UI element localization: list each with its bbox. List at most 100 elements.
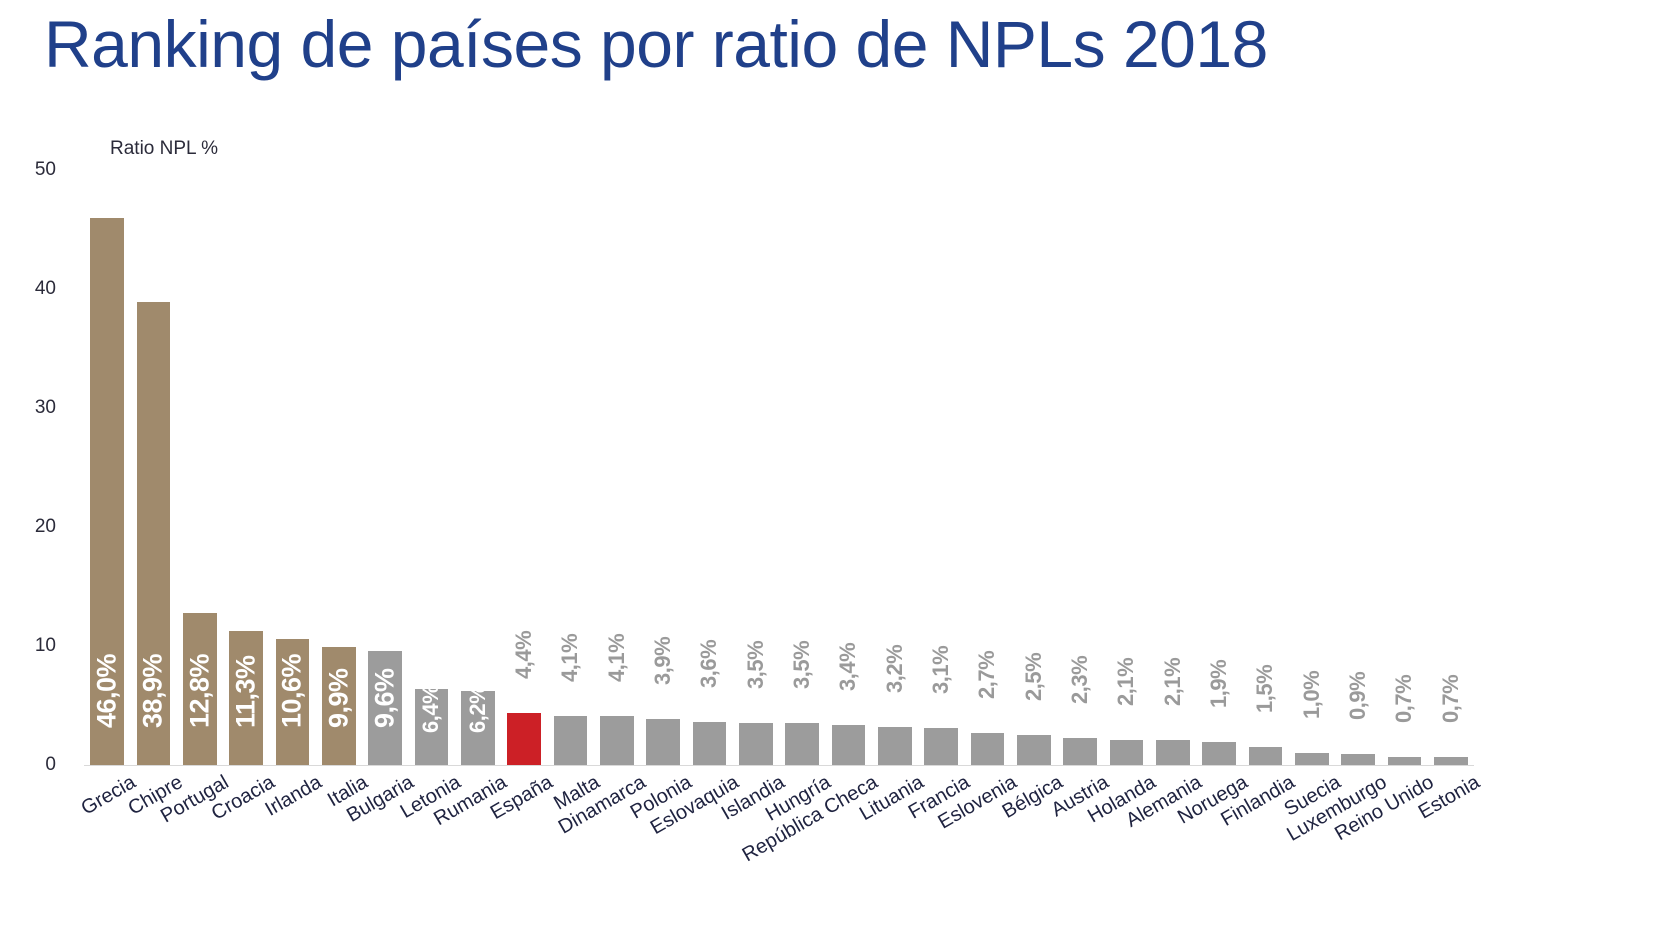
bar-espa-a[interactable] [507, 712, 541, 765]
y-axis-tick-10: 10 [34, 635, 56, 656]
bar-slot: 4,1% [600, 170, 634, 765]
bar-suecia[interactable] [1295, 753, 1329, 765]
bar-slot: 10,6% [275, 170, 310, 765]
bar-slot: 3,5% [739, 170, 773, 765]
bar-slot: 3,6% [692, 170, 727, 765]
bar-value-label: 3,9% [650, 636, 676, 685]
bar-slot: 3,2% [878, 170, 912, 765]
bar-slot: 1,0% [1295, 170, 1329, 765]
bar-francia[interactable] [924, 728, 958, 765]
bar-portugal[interactable] [183, 612, 217, 765]
bar-slot: 0,7% [1387, 170, 1422, 765]
bar-value-label: 2,1% [1159, 657, 1185, 707]
bar-slot: 0,7% [1434, 170, 1468, 765]
bar-slot: 3,1% [924, 170, 958, 765]
bar-slot: 4,4% [507, 170, 541, 765]
bar-irlanda[interactable] [275, 638, 310, 765]
bar-value-label: 0,9% [1345, 672, 1371, 721]
bar-value-label: 3,5% [742, 641, 768, 690]
bar-noruega[interactable] [1202, 742, 1236, 765]
bar-value-label: 3,2% [881, 644, 907, 693]
bar-slot: 0,9% [1341, 170, 1375, 765]
bar-value-label: 4,1% [603, 634, 629, 683]
bar-islandia[interactable] [739, 723, 773, 765]
bar-slot: 9,6% [368, 170, 402, 765]
bar-value-label: 6,2% [464, 684, 490, 733]
bar-hungr-a[interactable] [785, 723, 819, 765]
y-axis-tick-40: 40 [34, 278, 56, 299]
bar-slot: 2,5% [1017, 170, 1051, 765]
bar-malta[interactable] [553, 716, 588, 765]
bar-italia[interactable] [322, 647, 356, 765]
bar-slot: 3,4% [831, 170, 866, 765]
bar-value-label: 1,9% [1206, 660, 1232, 709]
bar-slot: 3,5% [785, 170, 819, 765]
bar-value-label: 2,1% [1113, 657, 1139, 707]
bar-value-label: 1,5% [1252, 665, 1278, 714]
bar-austria[interactable] [1063, 737, 1097, 765]
bar-slot: 46,0% [90, 170, 124, 765]
bar-slot: 2,1% [1109, 170, 1144, 765]
bar-reino-unido[interactable] [1387, 756, 1422, 765]
bar-slot: 6,2% [461, 170, 495, 765]
bar-eslovenia[interactable] [970, 732, 1005, 765]
chart-plot-area: Ratio NPL % 50 40 30 20 10 0 46,0% 38,9% 12,8% 1… [0, 130, 1665, 866]
bar-value-label: 0,7% [1391, 674, 1417, 723]
bar-value-label: 11,3% [230, 655, 261, 728]
bar-value-label: 3,6% [696, 640, 722, 689]
bar-dinamarca[interactable] [600, 716, 634, 765]
x-axis-category-labels: Grecia Chipre Portugal Croacia Irlanda Italia… [78, 771, 1484, 922]
bar-value-label: 12,8% [184, 653, 215, 728]
bar-rep-blica-checa[interactable] [831, 724, 866, 765]
y-axis-tick-20: 20 [34, 516, 56, 537]
page-title: Ranking de países por ratio de NPLs 2018 [44, 7, 1268, 81]
bar-letonia[interactable] [414, 688, 449, 765]
bar-b-lgica[interactable] [1017, 735, 1051, 765]
bar-grecia[interactable] [90, 217, 124, 765]
y-axis-tick-50: 50 [34, 159, 56, 180]
bar-luxemburgo[interactable] [1341, 754, 1375, 765]
bar-value-label: 0,7% [1437, 674, 1463, 723]
bar-slot: 38,9% [136, 170, 171, 765]
bar-value-label: 4,1% [557, 634, 583, 683]
bar-slot: 12,8% [183, 170, 217, 765]
bar-bulgaria[interactable] [368, 650, 402, 765]
bar-value-label: 10,6% [276, 653, 307, 728]
y-axis-caption: Ratio NPL % [110, 138, 219, 159]
bar-eslovaquia[interactable] [692, 722, 727, 765]
bar-slot: 2,3% [1063, 170, 1097, 765]
bar-slot: 6,4% [414, 170, 449, 765]
bar-slot: 2,7% [970, 170, 1005, 765]
bar-rumania[interactable] [461, 691, 495, 765]
bar-value-label: 4,4% [511, 630, 537, 679]
bar-value-label: 9,9% [323, 668, 354, 728]
bar-value-label: 9,6% [369, 668, 400, 728]
bar-value-label: 3,5% [789, 641, 815, 690]
bar-series: 46,0% 38,9% 12,8% 11,3% 10,6% 9,9% 9,6% 6,4% 6,2… [84, 170, 1474, 765]
bar-value-label: 38,9% [137, 653, 168, 728]
bar-value-label: 2,3% [1067, 655, 1093, 704]
x-axis-baseline [84, 765, 1474, 766]
bar-chipre[interactable] [136, 302, 171, 765]
bar-slot: 1,9% [1202, 170, 1236, 765]
bar-croacia[interactable] [229, 630, 263, 765]
bar-slot: 2,1% [1156, 170, 1190, 765]
bar-slot: 3,9% [646, 170, 680, 765]
bar-value-label: 3,4% [835, 642, 861, 691]
bar-finlandia[interactable] [1248, 747, 1283, 765]
bar-value-label: 3,1% [928, 645, 954, 695]
bar-value-label: 2,5% [1020, 653, 1046, 702]
bar-slot: 1,5% [1248, 170, 1283, 765]
bar-alemania[interactable] [1156, 740, 1190, 765]
bar-slot: 11,3% [229, 170, 263, 765]
bar-lituania[interactable] [878, 726, 912, 765]
bar-polonia[interactable] [646, 718, 680, 765]
y-axis-tick-30: 30 [34, 397, 56, 418]
bar-value-label: 1,0% [1298, 670, 1324, 720]
bar-holanda[interactable] [1109, 740, 1144, 765]
bar-value-label: 2,7% [974, 650, 1000, 699]
y-axis-tick-0: 0 [45, 754, 56, 775]
bar-value-label: 46,0% [91, 653, 122, 728]
bar-estonia[interactable] [1434, 756, 1468, 765]
bar-slot: 4,1% [553, 170, 588, 765]
